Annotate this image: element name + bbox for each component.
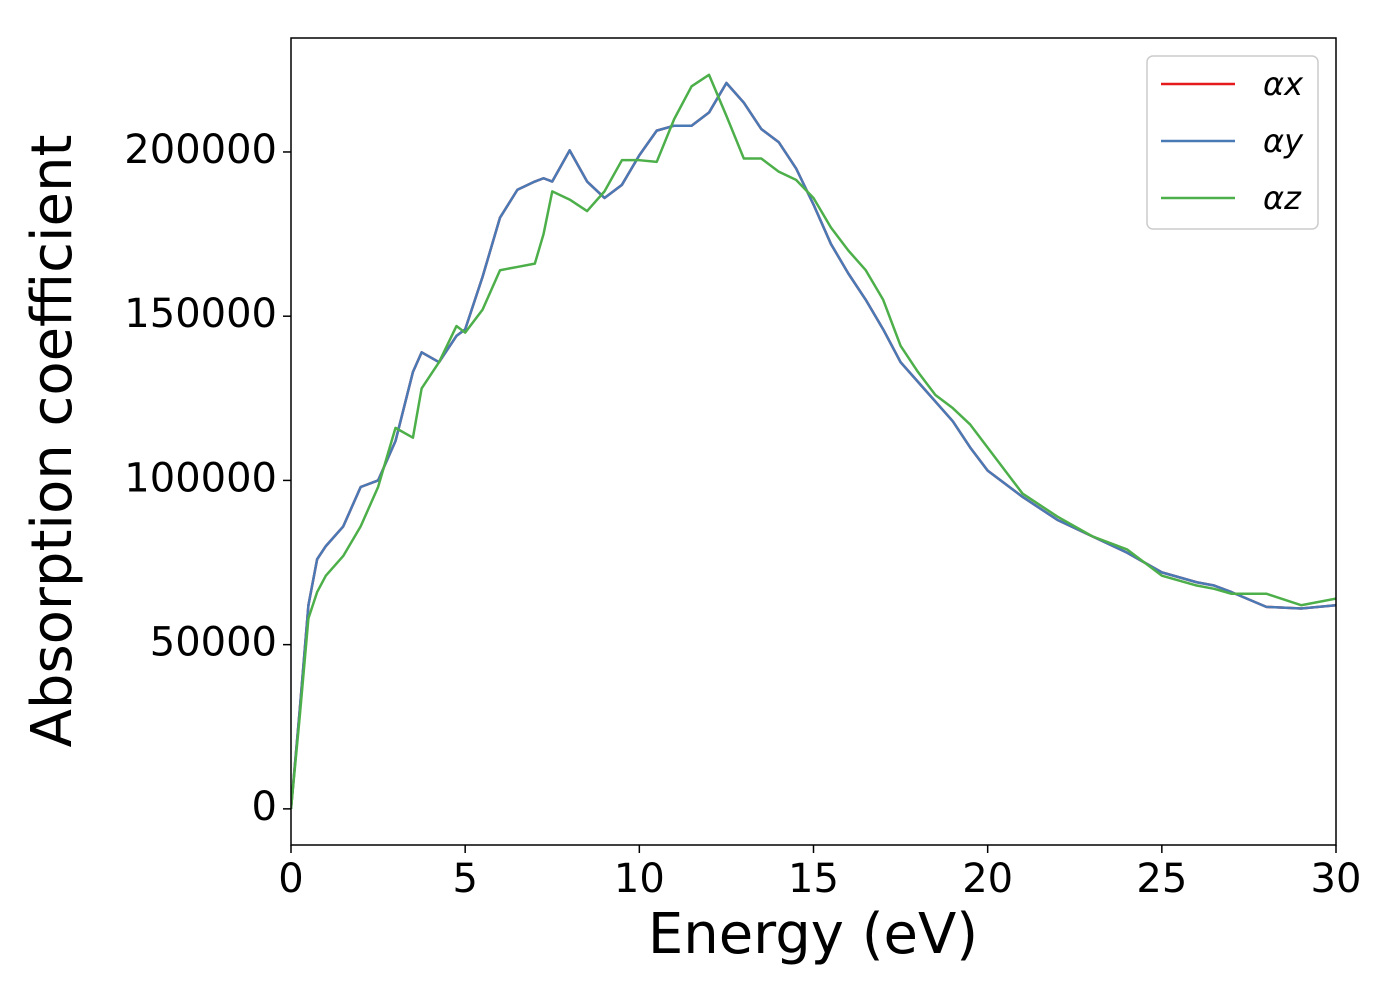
y-tick-label: 100000 (124, 455, 277, 501)
plot-frame (290, 37, 1337, 846)
series-line (291, 81, 1336, 809)
x-tick-label: 30 (1311, 856, 1362, 902)
x-tick-label: 25 (1136, 856, 1187, 902)
x-tick-label: 20 (962, 856, 1013, 902)
y-axis-label: Absorption coefficient (20, 135, 85, 748)
legend-box (1146, 55, 1319, 230)
y-tick-label: 200000 (124, 127, 277, 173)
x-tick-label: 0 (278, 856, 303, 902)
y-tick-label: 0 (252, 784, 277, 830)
legend-label: αy (1263, 122, 1304, 160)
legend-label: αx (1263, 65, 1304, 103)
x-tick-label: 10 (614, 856, 665, 902)
y-tick-label: 150000 (124, 291, 277, 337)
x-axis-label: Energy (eV) (648, 902, 978, 967)
x-tick-label: 5 (452, 856, 477, 902)
series-line (291, 73, 1336, 809)
y-tick-label: 50000 (150, 620, 277, 666)
x-tick-label: 15 (788, 856, 839, 902)
legend-label: αz (1263, 179, 1302, 217)
